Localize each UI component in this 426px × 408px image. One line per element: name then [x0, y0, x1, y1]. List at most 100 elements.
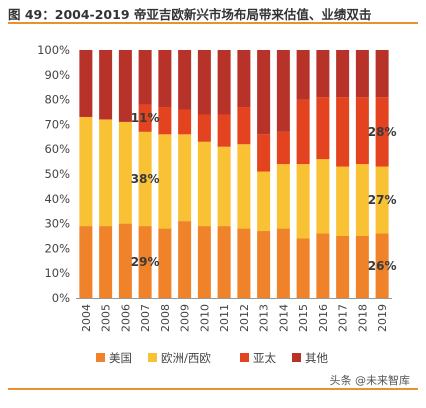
- y-tick-label: 0%: [52, 291, 70, 305]
- x-tick-label: 2005: [100, 304, 113, 332]
- x-tick-label: 2019: [376, 304, 389, 332]
- bar-segment: [257, 134, 271, 172]
- bar-segment: [316, 233, 330, 298]
- bar-segment: [355, 164, 369, 236]
- bar-segment: [336, 166, 350, 236]
- bar-segment: [355, 97, 369, 165]
- data-label: 26%: [368, 259, 397, 273]
- bar-segment: [217, 226, 231, 298]
- x-tick-label: 2006: [119, 304, 132, 332]
- y-tick-label: 40%: [44, 192, 70, 206]
- x-tick-label: 2004: [80, 304, 93, 332]
- bar-segment: [99, 119, 113, 227]
- bar-segment: [138, 131, 152, 227]
- bar-segment: [316, 159, 330, 234]
- bar-segment: [316, 97, 330, 160]
- bar-segment: [178, 50, 192, 110]
- data-label: 28%: [368, 125, 397, 139]
- bar-segment: [138, 104, 152, 132]
- bar-segment: [296, 99, 310, 165]
- bar-segment: [197, 50, 211, 115]
- x-tick-label: 2017: [337, 304, 350, 332]
- legend-label: 其他: [305, 351, 328, 365]
- bar-segment: [375, 50, 389, 98]
- bar-segment: [276, 131, 290, 165]
- y-tick-label: 50%: [44, 167, 70, 181]
- bar-segment: [79, 116, 93, 227]
- legend-label: 美国: [109, 351, 132, 365]
- x-tick-label: 2007: [139, 304, 152, 332]
- bar-segment: [296, 50, 310, 100]
- bar-segment: [217, 146, 231, 227]
- bar-segment: [237, 107, 251, 145]
- bar-segment: [118, 121, 132, 224]
- bar-segment: [257, 231, 271, 298]
- data-label: 27%: [368, 193, 397, 207]
- y-tick-label: 10%: [44, 266, 70, 280]
- bar-segment: [257, 50, 271, 135]
- bar-segment: [296, 238, 310, 298]
- y-tick-label: 20%: [44, 241, 70, 255]
- y-tick-label: 80%: [44, 93, 70, 107]
- bar-segment: [237, 228, 251, 298]
- bar-segment: [316, 50, 330, 98]
- x-tick-label: 2015: [297, 304, 310, 332]
- bar-segment: [336, 97, 350, 167]
- bar-segment: [99, 226, 113, 298]
- x-tick-label: 2016: [317, 304, 330, 332]
- bar-segment: [375, 166, 389, 234]
- bar-segment: [276, 164, 290, 229]
- stacked-bar-chart: 0% 10% 20% 30% 40% 50% 60% 70% 80% 90% 100% 2004 200…: [37, 43, 397, 365]
- y-tick-label: 90%: [44, 68, 70, 82]
- bar-segment: [197, 141, 211, 227]
- y-tick-label: 60%: [44, 142, 70, 156]
- bar-segment: [178, 134, 192, 222]
- bar-segment: [99, 50, 113, 120]
- legend-swatch: [96, 353, 105, 362]
- x-tick-label: 2014: [277, 304, 290, 332]
- bar-segment: [197, 226, 211, 298]
- title-rule: [8, 22, 418, 24]
- bar-segment: [237, 50, 251, 108]
- bar-segment: [79, 226, 93, 298]
- bar-segment: [217, 50, 231, 115]
- x-tick-label: 2008: [159, 304, 172, 332]
- x-tick-label: 2018: [356, 304, 369, 332]
- bar-segment: [178, 221, 192, 298]
- legend-swatch: [240, 353, 249, 362]
- chart-title: 图 49：2004-2019 帝亚吉欧新兴市场布局带来估值、业绩双击: [8, 7, 372, 22]
- bar-segment: [138, 50, 152, 105]
- bar-segment: [355, 50, 369, 98]
- bar-segment: [217, 114, 231, 147]
- bar-segment: [158, 134, 172, 229]
- x-tick-label: 2013: [258, 304, 271, 332]
- legend-swatch: [148, 353, 157, 362]
- data-label: 11%: [131, 111, 160, 125]
- bar-segment: [158, 228, 172, 298]
- bar-segment: [276, 50, 290, 132]
- footer-rule: [8, 388, 418, 390]
- bar-segment: [296, 164, 310, 239]
- bar-segment: [375, 233, 389, 298]
- bar-segment: [336, 50, 350, 98]
- bar-segment: [158, 50, 172, 108]
- y-tick-label: 70%: [44, 117, 70, 131]
- x-tick-label: 2012: [238, 304, 251, 332]
- bar-segment: [257, 171, 271, 232]
- x-tick-label: 2010: [198, 304, 211, 332]
- watermark: 头条 @未来智库: [329, 374, 411, 387]
- legend-swatch: [292, 353, 301, 362]
- legend-label: 亚太: [253, 351, 276, 365]
- bar-segment: [118, 50, 132, 122]
- legend-label: 欧洲/西欧: [161, 351, 211, 365]
- bar-segment: [375, 97, 389, 167]
- data-label: 29%: [131, 255, 160, 269]
- bar-segment: [197, 114, 211, 142]
- x-tick-label: 2009: [179, 304, 192, 332]
- bar-segment: [79, 50, 93, 117]
- bar-segment: [355, 236, 369, 298]
- bar-segment: [336, 236, 350, 298]
- bar-segment: [138, 226, 152, 298]
- bar-segment: [158, 107, 172, 135]
- bar-segment: [276, 228, 290, 298]
